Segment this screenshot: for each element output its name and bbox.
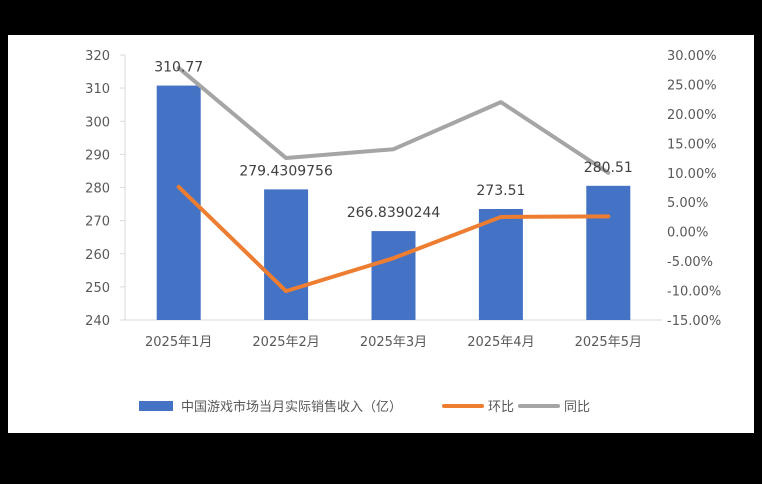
yoy-line <box>176 65 611 175</box>
left-axis-tick: 290 <box>85 148 110 163</box>
bar <box>478 208 523 320</box>
x-axis-label: 2025年1月 <box>145 335 212 350</box>
right-axis-tick: -5.00% <box>667 255 713 270</box>
left-axis-tick: 240 <box>85 314 110 329</box>
bar-data-label: 266.8390244 <box>347 205 441 221</box>
bar-data-label: 310.77 <box>154 60 203 76</box>
legend-yoy-label: 同比 <box>564 400 590 415</box>
right-axis-tick: -10.00% <box>667 285 721 300</box>
x-axis-label: 2025年3月 <box>360 335 427 350</box>
mom-line <box>176 184 611 294</box>
right-axis-tick: 20.00% <box>667 108 717 123</box>
chart-panel: 320 310 300 290 280 270 260 250 240 30.00% 25.00% 2… <box>8 35 754 433</box>
bar <box>264 189 309 320</box>
right-axis-tick: 0.00% <box>667 226 708 241</box>
right-axis-tick: 25.00% <box>667 78 717 93</box>
left-axis-tick: 250 <box>85 281 110 296</box>
left-axis-tick: 260 <box>85 248 110 263</box>
right-axis-tick: 15.00% <box>667 137 717 152</box>
right-axis-tick: 5.00% <box>667 196 708 211</box>
bar-data-label: 279.4309756 <box>239 163 333 179</box>
bar <box>371 231 416 320</box>
x-axis-label: 2025年2月 <box>252 335 319 350</box>
left-axis-tick: 320 <box>85 49 110 64</box>
bar-data-label: 280.51 <box>584 160 633 176</box>
legend-bar-swatch <box>139 401 173 411</box>
right-axis-tick: 10.00% <box>667 167 717 182</box>
legend-bar-label: 中国游戏市场当月实际销售收入（亿） <box>181 399 402 415</box>
legend-mom-label: 环比 <box>488 400 514 415</box>
right-axis-tick: 30.00% <box>667 49 717 64</box>
left-axis-tick: 270 <box>85 215 110 230</box>
bar <box>586 185 631 320</box>
right-axis-tick: -15.00% <box>667 314 721 329</box>
x-axis-label: 2025年5月 <box>575 335 642 350</box>
left-axis-tick: 300 <box>85 115 110 130</box>
x-axis-label: 2025年4月 <box>467 335 534 350</box>
bar-data-label: 273.51 <box>476 183 525 199</box>
left-axis-tick: 310 <box>85 82 110 97</box>
combo-chart: 320 310 300 290 280 270 260 250 240 30.00% 25.00% 2… <box>85 49 721 415</box>
left-axis-tick: 280 <box>85 182 110 197</box>
